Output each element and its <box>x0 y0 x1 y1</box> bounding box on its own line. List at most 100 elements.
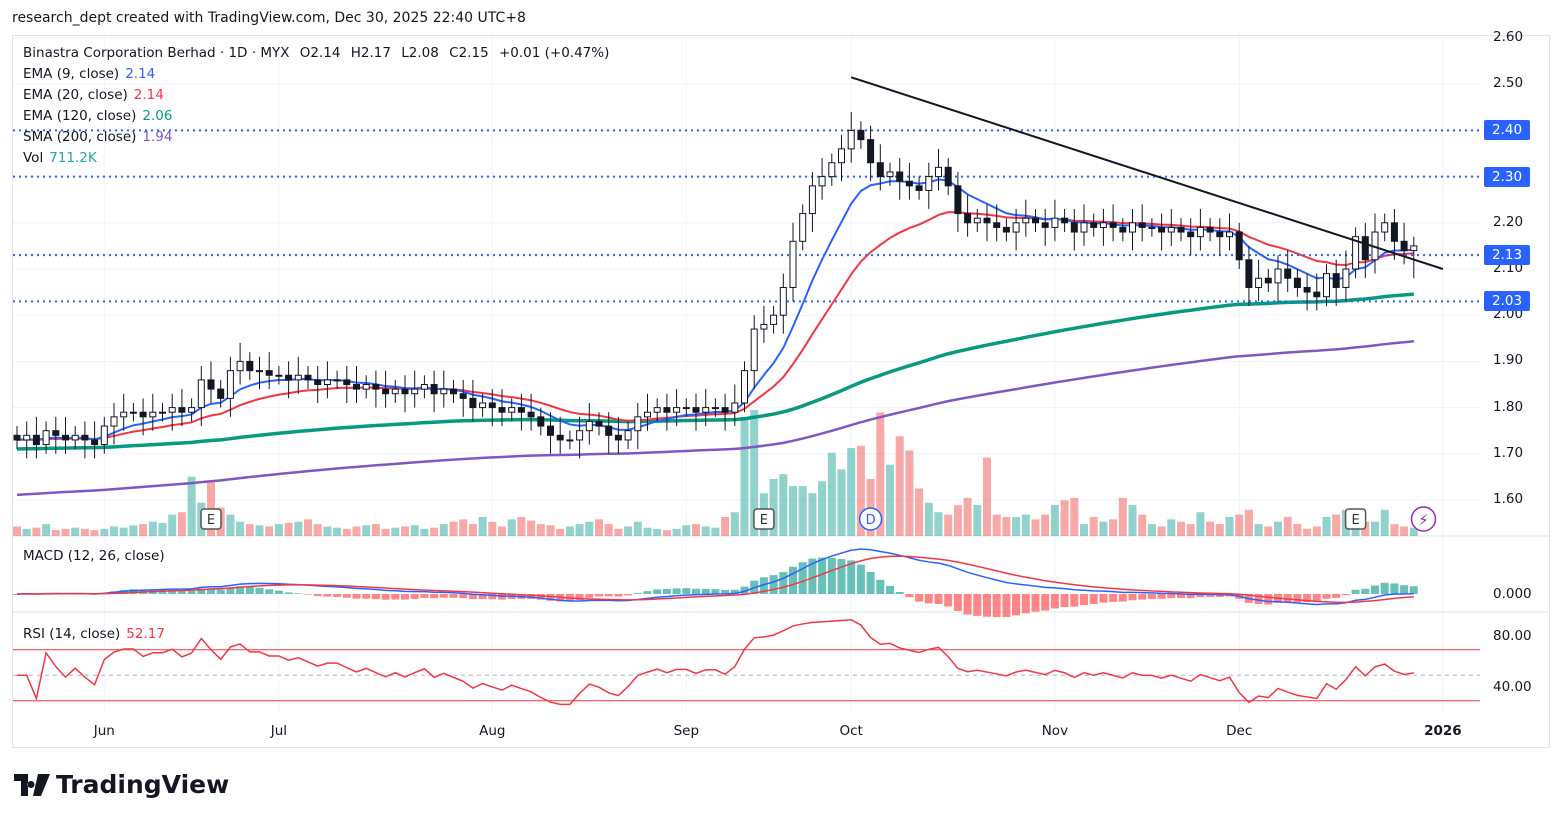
candle-body <box>1167 226 1175 233</box>
macd-histogram-bar <box>333 594 342 597</box>
macd-histogram-bar <box>1332 594 1341 598</box>
candle-body <box>1206 226 1214 233</box>
earnings-marker-label: E <box>760 513 768 528</box>
candle-body <box>1012 222 1020 233</box>
volume-bar <box>1002 516 1011 536</box>
volume-bar <box>692 524 700 536</box>
volume-bar <box>924 502 933 536</box>
candle-body <box>673 407 681 413</box>
candle-body <box>1264 277 1272 284</box>
candle-body <box>517 407 525 413</box>
volume-bar <box>1332 514 1341 536</box>
macd-histogram-bar <box>236 586 245 594</box>
volume-bar <box>255 525 264 536</box>
volume-bar <box>1206 521 1215 536</box>
candle-body <box>1342 268 1350 288</box>
macd-histogram-bar <box>1312 594 1321 602</box>
macd-histogram-bar <box>1099 594 1108 603</box>
macd-histogram-bar <box>818 557 827 594</box>
candle-body <box>653 407 661 413</box>
candle-body <box>566 439 574 442</box>
rsi-legend[interactable]: RSI (14, close) 52.17 <box>23 626 171 642</box>
volume-bar <box>488 521 497 536</box>
volume-bar <box>1244 509 1253 536</box>
candle-body <box>91 439 99 446</box>
candle-body <box>149 411 157 418</box>
legend-ema120[interactable]: EMA (120, close) 2.06 <box>23 108 178 124</box>
candle-body <box>469 397 477 409</box>
macd-histogram-bar <box>1021 594 1030 614</box>
volume-bar <box>1089 516 1098 536</box>
candle-body <box>256 370 263 373</box>
macd-histogram-bar <box>740 586 749 594</box>
legend-sma200[interactable]: SMA (200, close) 1.94 <box>23 129 178 145</box>
macd-histogram-bar <box>391 594 400 600</box>
macd-histogram-bar <box>643 591 652 594</box>
time-axis-label: Sep <box>673 723 700 739</box>
macd-histogram-bar <box>973 594 982 616</box>
candle-body <box>760 323 768 330</box>
candle-body <box>1303 286 1311 293</box>
macd-histogram-bar <box>1089 594 1098 605</box>
volume-bar <box>1312 526 1321 536</box>
candle-body <box>944 166 952 187</box>
macd-histogram-bar <box>323 594 332 597</box>
macd-histogram-bar <box>168 589 177 594</box>
candle-body <box>1051 217 1059 228</box>
macd-histogram-bar <box>595 594 603 597</box>
volume-bar <box>1060 500 1069 536</box>
candle-body <box>789 240 797 288</box>
volume-bar <box>381 528 390 536</box>
macd-histogram-bar <box>692 588 700 594</box>
legend-volume[interactable]: Vol 711.2K <box>23 150 103 166</box>
ema120-label: EMA (120, close) <box>23 108 137 124</box>
volume-bar <box>158 522 167 536</box>
candle-body <box>634 416 642 432</box>
macd-histogram-bar <box>798 562 807 594</box>
macd-histogram-bar <box>1177 594 1185 598</box>
volume-bar <box>1380 509 1389 536</box>
volume-bar <box>963 497 972 536</box>
volume-bar <box>1254 524 1263 536</box>
macd-histogram-bar <box>381 594 390 600</box>
candle-body <box>178 407 186 413</box>
candle-body <box>236 360 244 372</box>
legend-ema20[interactable]: EMA (20, close) 2.14 <box>23 87 170 103</box>
legend-ema9[interactable]: EMA (9, close) 2.14 <box>23 66 161 82</box>
macd-histogram-bar <box>420 594 429 599</box>
candle-body <box>304 374 312 381</box>
macd-legend[interactable]: MACD (12, 26, close) <box>23 548 171 564</box>
macd-histogram-bar <box>1196 594 1205 598</box>
candle-body <box>420 384 428 390</box>
candle-body <box>1226 231 1233 238</box>
macd-histogram-bar <box>1322 594 1331 599</box>
macd-histogram-bar <box>207 588 215 594</box>
candle-body <box>1022 217 1030 224</box>
macd-histogram-bar <box>1167 594 1176 599</box>
candle-body <box>285 374 293 381</box>
candle-body <box>847 129 855 150</box>
tradingview-logo[interactable]: TradingView <box>14 770 229 799</box>
ema120-value: 2.06 <box>142 108 173 124</box>
candle-body <box>1400 240 1408 252</box>
candle-body <box>624 430 632 441</box>
macd-histogram-bar <box>439 594 448 598</box>
candle-body <box>343 379 351 386</box>
volume-bar <box>1080 524 1088 536</box>
candle-body <box>71 434 79 441</box>
candle-body <box>1080 222 1088 233</box>
volume-bar <box>730 512 739 536</box>
macd-histogram-bar <box>614 594 623 597</box>
macd-histogram-bar <box>274 590 283 594</box>
candle-body <box>246 360 254 372</box>
candle-body <box>265 370 273 376</box>
volume-bar <box>1167 519 1176 536</box>
volume-bar <box>51 530 60 536</box>
macd-histogram-bar <box>1293 594 1302 603</box>
volume-bar <box>391 527 400 536</box>
macd-histogram-bar <box>924 594 933 604</box>
macd-histogram-bar <box>1002 594 1011 618</box>
candle-body <box>644 411 651 418</box>
